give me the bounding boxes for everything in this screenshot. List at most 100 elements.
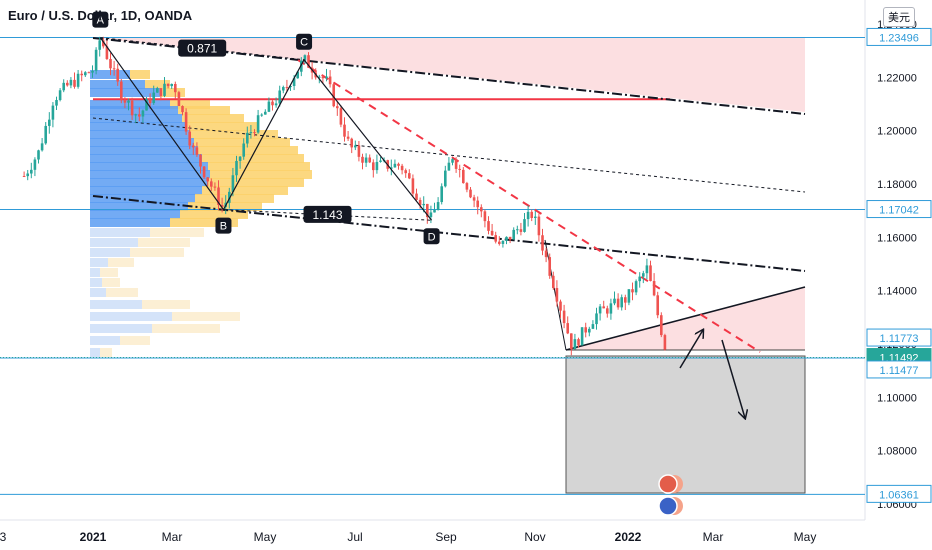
currency-button[interactable]: 美元: [883, 7, 915, 27]
candle-body: [231, 175, 235, 192]
candle-body: [372, 162, 375, 171]
candle-body: [490, 230, 494, 236]
ratio-label-text: 1.143: [313, 208, 343, 222]
volume-profile-sell-bar: [108, 258, 134, 267]
candle-body: [480, 207, 483, 212]
volume-profile-buy-bar: [90, 336, 120, 345]
resistance-wedge-zone: [93, 38, 805, 112]
candle-body: [141, 110, 145, 117]
volume-profile-buy-bar: [90, 130, 190, 139]
candle-body: [210, 181, 213, 187]
down-arrow: [721, 339, 745, 418]
candle-body: [598, 306, 602, 314]
x-axis-tick-label: May: [254, 530, 277, 544]
target-box-zone: [565, 355, 806, 494]
candle-body: [202, 166, 206, 178]
candle-body: [159, 88, 163, 96]
candle-body: [289, 85, 292, 88]
candle-body: [595, 313, 598, 325]
candle-body: [339, 108, 343, 125]
candle-body: [346, 136, 350, 139]
candle-body: [127, 100, 130, 103]
volume-profile-sell-bar: [152, 324, 220, 333]
candle-body: [436, 202, 440, 211]
ratio-label-box: [178, 39, 227, 57]
candle-body: [318, 76, 321, 78]
candle-body: [58, 90, 62, 101]
x-axis-tick-label: Nov: [524, 530, 545, 544]
candle-body: [364, 157, 368, 163]
candle-body: [400, 165, 404, 171]
candle-body: [357, 145, 361, 157]
candle-body: [454, 159, 458, 169]
candle-body: [408, 173, 411, 179]
candle-body: [606, 308, 609, 314]
abcd-point-marker: [423, 228, 440, 245]
candle-body: [368, 157, 372, 163]
candle-body: [523, 219, 526, 232]
candle-body: [105, 46, 109, 59]
candle-body: [534, 216, 537, 218]
volume-profile-sell-bar: [194, 138, 290, 147]
candle-body: [426, 203, 429, 218]
y-axis-tick-label: 1.16000: [877, 232, 917, 244]
candle-body: [508, 236, 512, 240]
volume-profile-sell-bar: [145, 80, 170, 89]
candle-body: [138, 114, 141, 117]
candle-body: [336, 106, 339, 109]
candle-body: [588, 328, 591, 333]
candle-body: [656, 295, 660, 316]
volume-profile-buy-bar: [90, 238, 138, 247]
candle-body: [627, 289, 631, 303]
candle-body: [498, 241, 501, 244]
volume-profile-sell-bar: [172, 312, 240, 321]
candle-body: [620, 297, 624, 308]
candle-body: [238, 156, 242, 161]
candle-body: [404, 170, 408, 174]
candle-body: [566, 323, 570, 334]
candle-body: [548, 257, 552, 276]
volume-profile-buy-bar: [90, 194, 195, 203]
volume-profile-buy-bar: [90, 170, 210, 179]
candle-body: [242, 143, 246, 157]
candle-body: [379, 160, 382, 162]
upper-trendline: [92, 37, 806, 115]
y-axis-tick-label: 1.08000: [877, 446, 917, 458]
candle-body: [343, 124, 346, 137]
abcd-point-marker: [215, 217, 232, 234]
volume-profile-buy-bar: [90, 268, 100, 277]
volume-profile-sell-bar: [190, 130, 278, 139]
candle-body: [624, 297, 627, 303]
volume-profile-sell-bar: [198, 146, 298, 155]
volume-profile-buy-bar: [90, 228, 150, 237]
volume-profile-buy-bar: [90, 146, 198, 155]
candle-body: [494, 235, 498, 242]
candle-body: [516, 229, 519, 231]
candle-body: [174, 83, 177, 93]
candle-body: [22, 176, 26, 177]
candle-body: [584, 327, 588, 333]
candle-body: [87, 72, 91, 74]
candle-body: [102, 40, 105, 47]
candle-body: [296, 71, 300, 79]
volume-profile-sell-bar: [170, 218, 238, 227]
candle-body: [166, 83, 170, 87]
x-axis-tick-label: Mar: [703, 530, 724, 544]
chart-title: Euro / U.S. Dollar, 1D, OANDA: [8, 8, 193, 23]
candle-body: [613, 298, 616, 304]
candle-body: [555, 288, 559, 302]
mid-trendline: [92, 117, 806, 193]
price-label-box: [866, 360, 932, 379]
y-axis-tick-label: 1.22000: [877, 72, 917, 84]
candle-body: [660, 315, 663, 336]
candle-body: [577, 339, 580, 346]
candle-body: [634, 281, 638, 293]
volume-profile-buy-bar: [90, 178, 208, 187]
x-axis-tick-label: 2021: [80, 530, 107, 544]
volume-profile-buy-bar: [90, 248, 130, 257]
candle-body: [616, 298, 620, 308]
candle-body: [55, 100, 58, 106]
volume-profile-sell-bar: [180, 210, 248, 219]
candle-body: [285, 87, 289, 89]
